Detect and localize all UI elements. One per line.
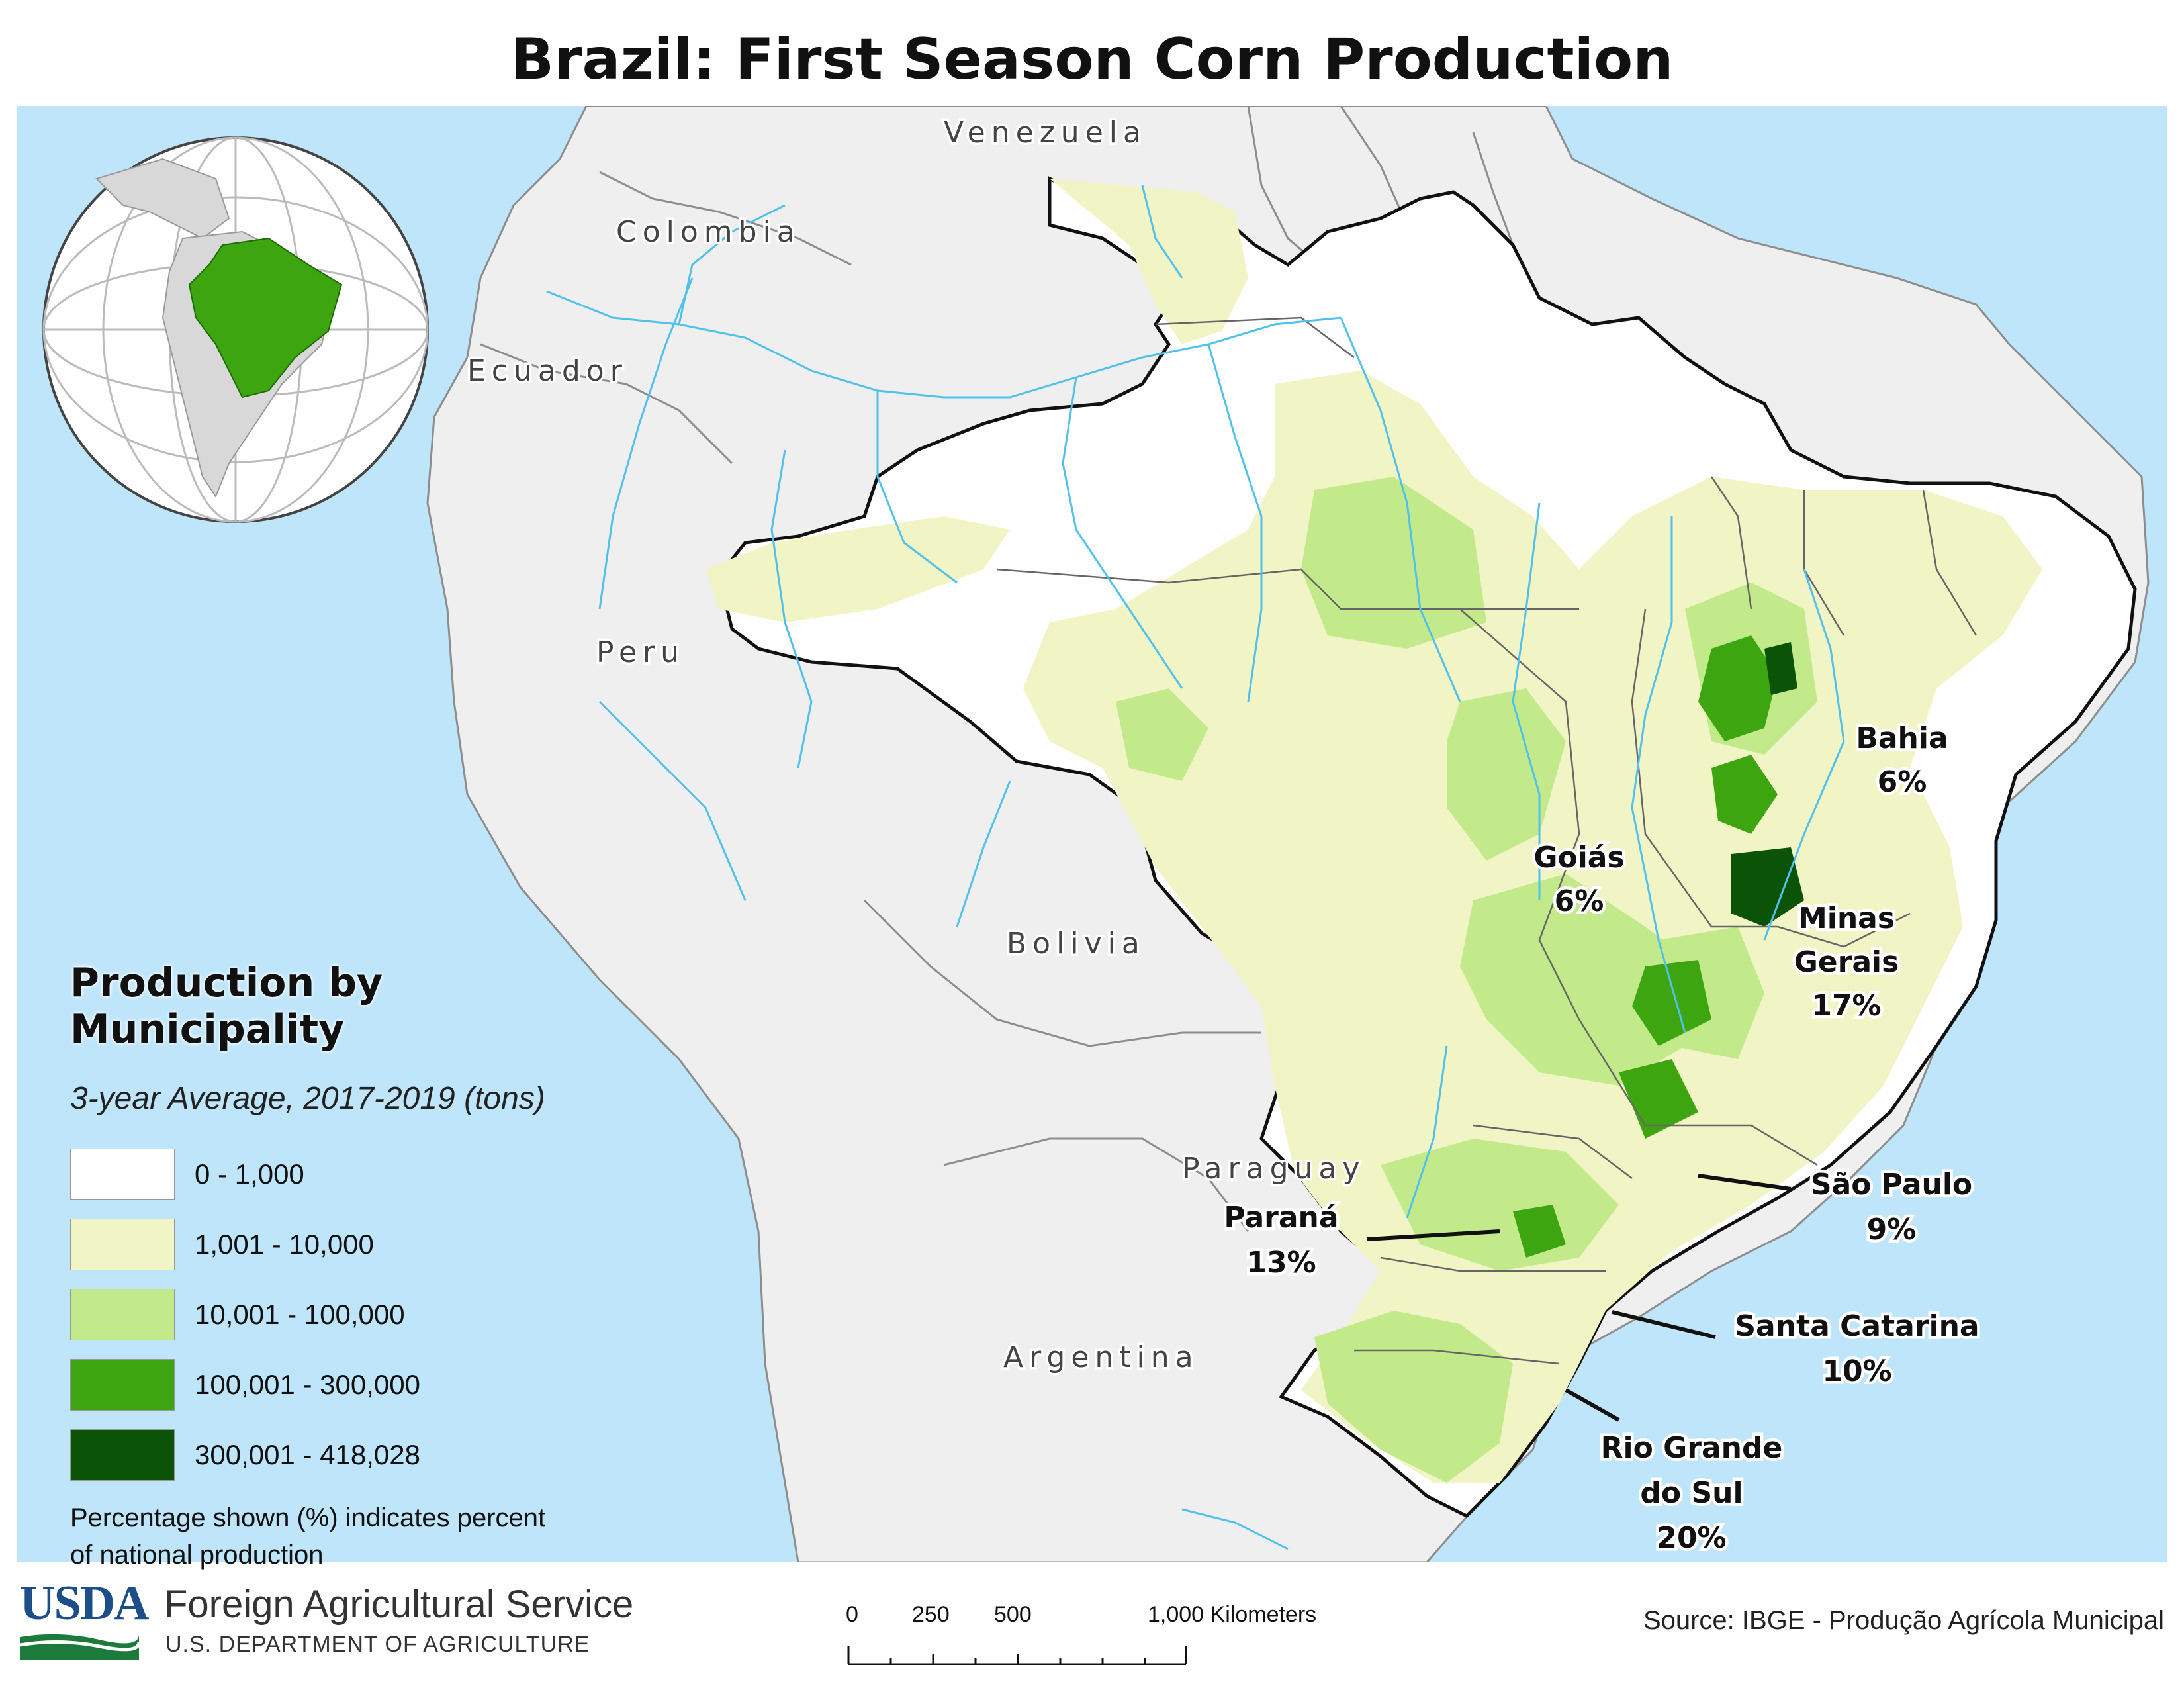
state-rio-grande-do-sul-name-2: do Sul	[1640, 1476, 1743, 1510]
legend-swatch-1	[70, 1219, 175, 1270]
state-goias-name: Goiás	[1533, 841, 1624, 874]
map: Venezuela Colombia Ecuador Peru Bolivia …	[17, 106, 2167, 1562]
legend-item: 1,001 - 10,000	[70, 1209, 666, 1280]
legend-swatch-0	[70, 1149, 175, 1200]
map-title: Brazil: First Season Corn Production	[510, 26, 1674, 93]
state-bahia-name: Bahia	[1856, 722, 1948, 755]
state-goias-share: 6%	[1555, 884, 1604, 918]
scale-label-500: 500	[994, 1602, 1032, 1627]
legend-swatch-4	[70, 1429, 175, 1481]
legend-item: 100,001 - 300,000	[70, 1350, 666, 1420]
usda-wave-icon	[19, 1634, 141, 1660]
state-parana-name: Paraná	[1224, 1201, 1338, 1235]
label-paraguay: Paraguay	[1182, 1152, 1365, 1186]
scale-label-1000: 1,000 Kilometers	[1148, 1602, 1316, 1628]
usda-logo-text: USDA	[20, 1576, 149, 1630]
source-note: Source: IBGE - Produção Agrícola Municip…	[1643, 1606, 2164, 1635]
legend-label: 1,001 - 10,000	[195, 1229, 374, 1260]
legend-item: 300,001 - 418,028	[70, 1420, 666, 1490]
usda-logo: USDA	[19, 1576, 149, 1664]
agency-name: Foreign Agricultural Service	[164, 1583, 634, 1626]
leader-lines	[1367, 1174, 1792, 1422]
label-colombia: Colombia	[616, 215, 801, 249]
locator-globe	[42, 136, 429, 523]
legend-label: 10,001 - 100,000	[195, 1299, 405, 1330]
state-rio-grande-do-sul-name-1: Rio Grande	[1601, 1431, 1783, 1465]
scale-label-0: 0	[846, 1602, 858, 1627]
scale-bar: 0 250 500 1,000 Kilometers	[841, 1602, 1357, 1675]
legend-label: 300,001 - 418,028	[195, 1439, 420, 1470]
legend-label: 0 - 1,000	[195, 1158, 304, 1190]
production-fills	[705, 179, 2042, 1483]
scale-unit: Kilometers	[1210, 1602, 1317, 1627]
legend-note: Percentage shown (%) indicates percent o…	[70, 1503, 546, 1570]
legend: Production by Municipality 3-year Averag…	[70, 960, 666, 1573]
scale-label-1000-value: 1,000	[1148, 1602, 1205, 1627]
legend-swatch-2	[70, 1289, 175, 1340]
legend-title: Production by Municipality	[70, 960, 383, 1053]
scale-ruler	[847, 1646, 1187, 1665]
legend-label: 100,001 - 300,000	[195, 1369, 420, 1400]
rivers	[546, 185, 1845, 1550]
label-bolivia: Bolivia	[1007, 927, 1146, 961]
label-ecuador: Ecuador	[467, 354, 628, 388]
legend-item: 10,001 - 100,000	[70, 1280, 666, 1350]
label-peru: Peru	[596, 635, 685, 669]
legend-swatch-3	[70, 1359, 175, 1411]
state-santa-catarina-name: Santa Catarina	[1735, 1309, 1979, 1343]
department-name: U.S. DEPARTMENT OF AGRICULTURE	[165, 1632, 590, 1657]
state-santa-catarina-share: 10%	[1822, 1354, 1891, 1388]
label-argentina: Argentina	[1003, 1340, 1199, 1374]
legend-subtitle: 3-year Average, 2017-2019 (tons)	[70, 1081, 545, 1116]
state-rio-grande-do-sul-share: 20%	[1657, 1521, 1726, 1555]
state-parana-share: 13%	[1246, 1246, 1316, 1280]
state-minas-gerais-name-1: Minas	[1798, 902, 1895, 935]
label-venezuela: Venezuela	[944, 116, 1147, 150]
legend-items: 0 - 1,000 1,001 - 10,000 10,001 - 100,00…	[70, 1139, 666, 1490]
state-minas-gerais-name-2: Gerais	[1794, 945, 1899, 979]
map-frame: Venezuela Colombia Ecuador Peru Bolivia …	[17, 106, 2167, 1562]
state-bahia-share: 6%	[1878, 765, 1927, 799]
state-sao-paulo-name: São Paulo	[1811, 1168, 1972, 1201]
legend-item: 0 - 1,000	[70, 1139, 666, 1209]
scale-label-250: 250	[912, 1602, 950, 1627]
state-minas-gerais-share: 17%	[1811, 989, 1881, 1023]
neighbor-borders	[480, 106, 1514, 1232]
state-sao-paulo-share: 9%	[1867, 1213, 1917, 1246]
